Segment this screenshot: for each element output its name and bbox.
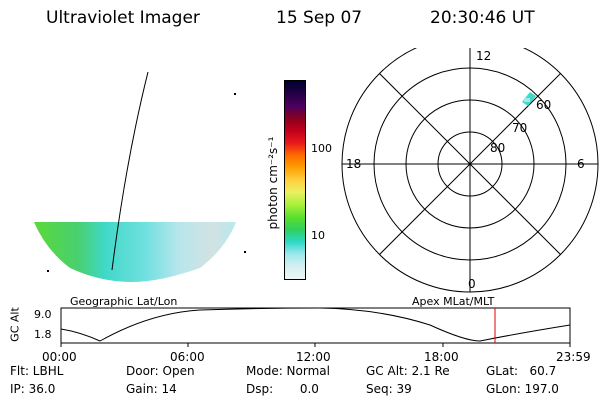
mlt-label-6: 6 [577, 157, 585, 171]
lat-label-80: 80 [490, 141, 505, 155]
time-label: 20:30:46 UT [430, 8, 535, 28]
mode-value: Mode: Normal [246, 364, 330, 378]
time-tick-1200: 12:00 [296, 350, 331, 364]
altitude-axis-label: GC Alt [8, 307, 22, 342]
lat-label-70: 70 [512, 121, 527, 135]
colorbar-tick-100: 100 [311, 142, 332, 155]
lat-label-60: 60 [536, 98, 551, 112]
time-tick-2359: 23:59 [556, 350, 591, 364]
colorbar-unit-label: photon cm⁻²s⁻¹ [266, 136, 280, 230]
mlt-label-18: 18 [346, 157, 361, 171]
geographic-image [34, 71, 246, 282]
gain-value: Gain: 14 [126, 382, 177, 396]
altitude-frame [60, 307, 571, 344]
time-tick-1800: 18:00 [424, 350, 459, 364]
alt-tick-1-8: 1.8 [34, 328, 52, 341]
time-tick-0000: 00:00 [42, 350, 77, 364]
uv-image-swath [34, 222, 236, 282]
door-value: Door: Open [126, 364, 195, 378]
geographic-label: Geographic Lat/Lon [70, 295, 178, 308]
colorbar-tick-10: 10 [311, 229, 325, 242]
aurora-patch [524, 98, 530, 102]
map-dot [244, 251, 246, 253]
apex-label: Apex MLat/MLT [412, 295, 495, 308]
date-label: 15 Sep 07 [276, 8, 363, 28]
seq-value: Seq: 39 [366, 382, 412, 396]
terminator-line [111, 71, 149, 271]
glon-value: GLon: 197.0 [486, 382, 559, 396]
apex-polar-plot: 12 18 6 0 60 70 80 [341, 48, 599, 293]
ip-value: IP: 36.0 [10, 382, 56, 396]
mlt-label-12: 12 [476, 49, 491, 63]
altitude-strip-chart: 9.0 1.8 00:00 06:00 12:00 18:00 23:59 [34, 307, 591, 364]
glat-value: GLat: 60.7 [486, 364, 557, 378]
mlt-label-0: 0 [468, 277, 476, 291]
color-scale-bar [284, 80, 306, 280]
time-tick-0600: 06:00 [170, 350, 205, 364]
map-dot [47, 270, 49, 272]
alt-tick-9: 9.0 [34, 308, 52, 321]
map-dot [234, 93, 236, 95]
filter-value: Flt: LBHL [10, 364, 64, 378]
gc-alt-value: GC Alt: 2.1 Re [366, 364, 450, 378]
instrument-title: Ultraviolet Imager [46, 8, 200, 28]
polar-diagonal [379, 73, 561, 255]
dsp-value: Dsp: 0.0 [246, 382, 319, 396]
altitude-trace [60, 307, 571, 342]
